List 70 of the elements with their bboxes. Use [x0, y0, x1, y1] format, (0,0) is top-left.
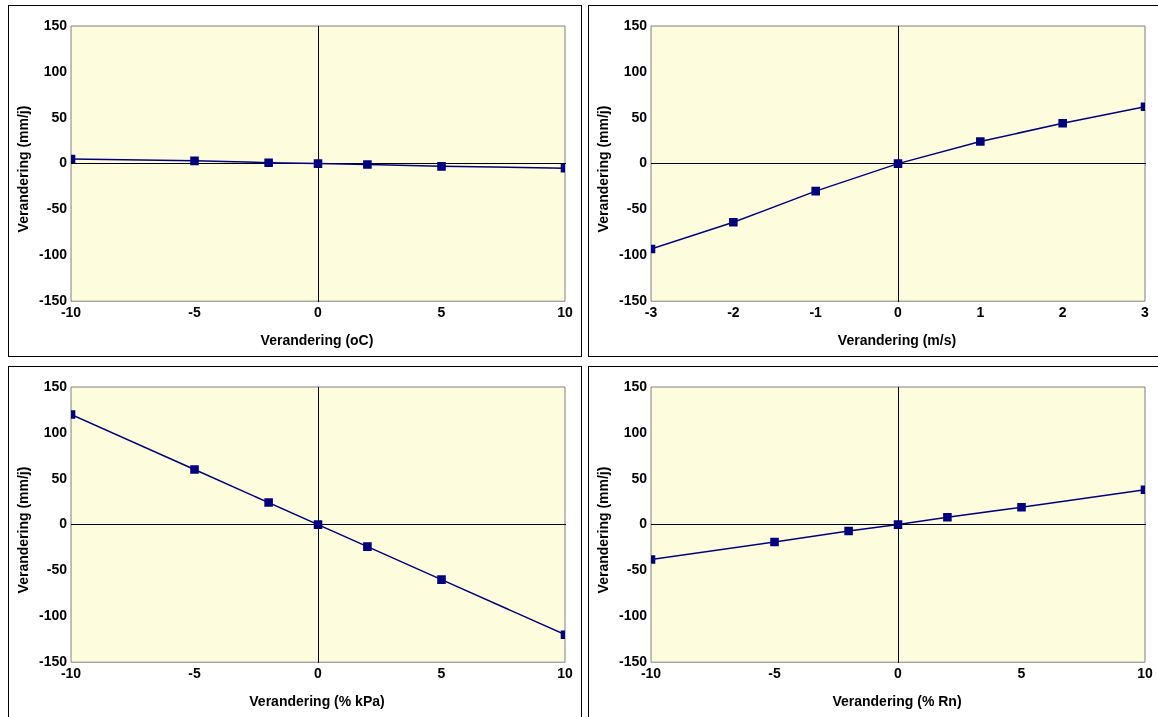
x-axis-title: Verandering (m/s): [836, 332, 958, 348]
y-tick-label: 50: [51, 108, 68, 125]
x-tick-label: 3: [1141, 304, 1150, 321]
point: [363, 542, 372, 551]
y-tick-label: -50: [46, 561, 68, 578]
y-tick-label: 100: [43, 62, 68, 79]
point: [1058, 118, 1067, 128]
x-tick-label: 0: [314, 304, 323, 321]
point: [1017, 502, 1026, 512]
y-axis-title: Verandering (mm/j): [595, 466, 611, 594]
x-tick-label: -5: [768, 665, 781, 682]
x-tick-label: 5: [1017, 665, 1026, 682]
y-axis-title: Verandering (mm/j): [15, 466, 31, 594]
point: [313, 159, 323, 168]
y-tick-label: 150: [623, 377, 648, 394]
point: [844, 526, 853, 536]
y-tick-label: 100: [43, 423, 68, 440]
x-tick-label: 1: [976, 304, 985, 321]
point: [363, 160, 372, 169]
x-axis-title: Verandering (oC): [259, 332, 375, 348]
point: [264, 498, 273, 507]
y-tick-label: -100: [618, 607, 648, 624]
point: [893, 520, 903, 529]
y-tick-label: 100: [623, 423, 648, 440]
point: [190, 156, 199, 166]
y-tick-label: -100: [38, 607, 68, 624]
x-tick-label: 0: [894, 665, 903, 682]
point: [437, 575, 446, 584]
y-tick-label: 150: [623, 16, 648, 33]
point: [943, 512, 952, 522]
x-axis-title: Verandering (% kPa): [248, 693, 386, 709]
y-axis-title: Verandering (mm/j): [595, 105, 611, 233]
point: [190, 465, 199, 474]
y-tick-label: -50: [626, 200, 648, 217]
point: [313, 520, 323, 529]
y-tick-label: 0: [639, 515, 648, 532]
y-tick-label: 50: [631, 108, 648, 125]
y-tick-label: 0: [59, 515, 68, 532]
x-tick-label: 0: [894, 304, 903, 321]
y-tick-label: 50: [51, 469, 68, 486]
y-tick-label: -50: [46, 200, 68, 217]
y-tick-label: 150: [43, 377, 68, 394]
x-tick-label: 5: [437, 665, 446, 682]
point: [811, 186, 820, 196]
point: [770, 537, 779, 547]
point: [729, 218, 738, 227]
x-tick-label: 2: [1058, 304, 1067, 321]
point: [264, 158, 273, 167]
y-tick-label: 0: [639, 154, 648, 171]
y-tick-label: -100: [618, 246, 648, 263]
point: [437, 162, 446, 171]
x-tick-label: -5: [188, 304, 201, 321]
y-tick-label: 150: [43, 16, 68, 33]
x-tick-label: 10: [557, 665, 573, 682]
x-tick-label: 5: [437, 304, 446, 321]
x-tick-label: -5: [188, 665, 201, 682]
x-tick-label: -2: [727, 304, 740, 321]
point: [893, 159, 903, 168]
x-tick-label: -1: [809, 304, 823, 321]
x-tick-label: 0: [314, 665, 323, 682]
x-tick-label: 10: [1137, 665, 1153, 682]
point: [976, 137, 985, 146]
y-tick-label: -100: [38, 246, 68, 263]
x-tick-label: 10: [557, 304, 573, 321]
y-tick-label: -50: [626, 561, 648, 578]
y-axis-title: Verandering (mm/j): [15, 105, 31, 233]
x-axis-title: Verandering (% Rn): [831, 693, 963, 709]
y-tick-label: 0: [59, 154, 68, 171]
y-tick-label: 50: [631, 469, 648, 486]
y-tick-label: 100: [623, 62, 648, 79]
